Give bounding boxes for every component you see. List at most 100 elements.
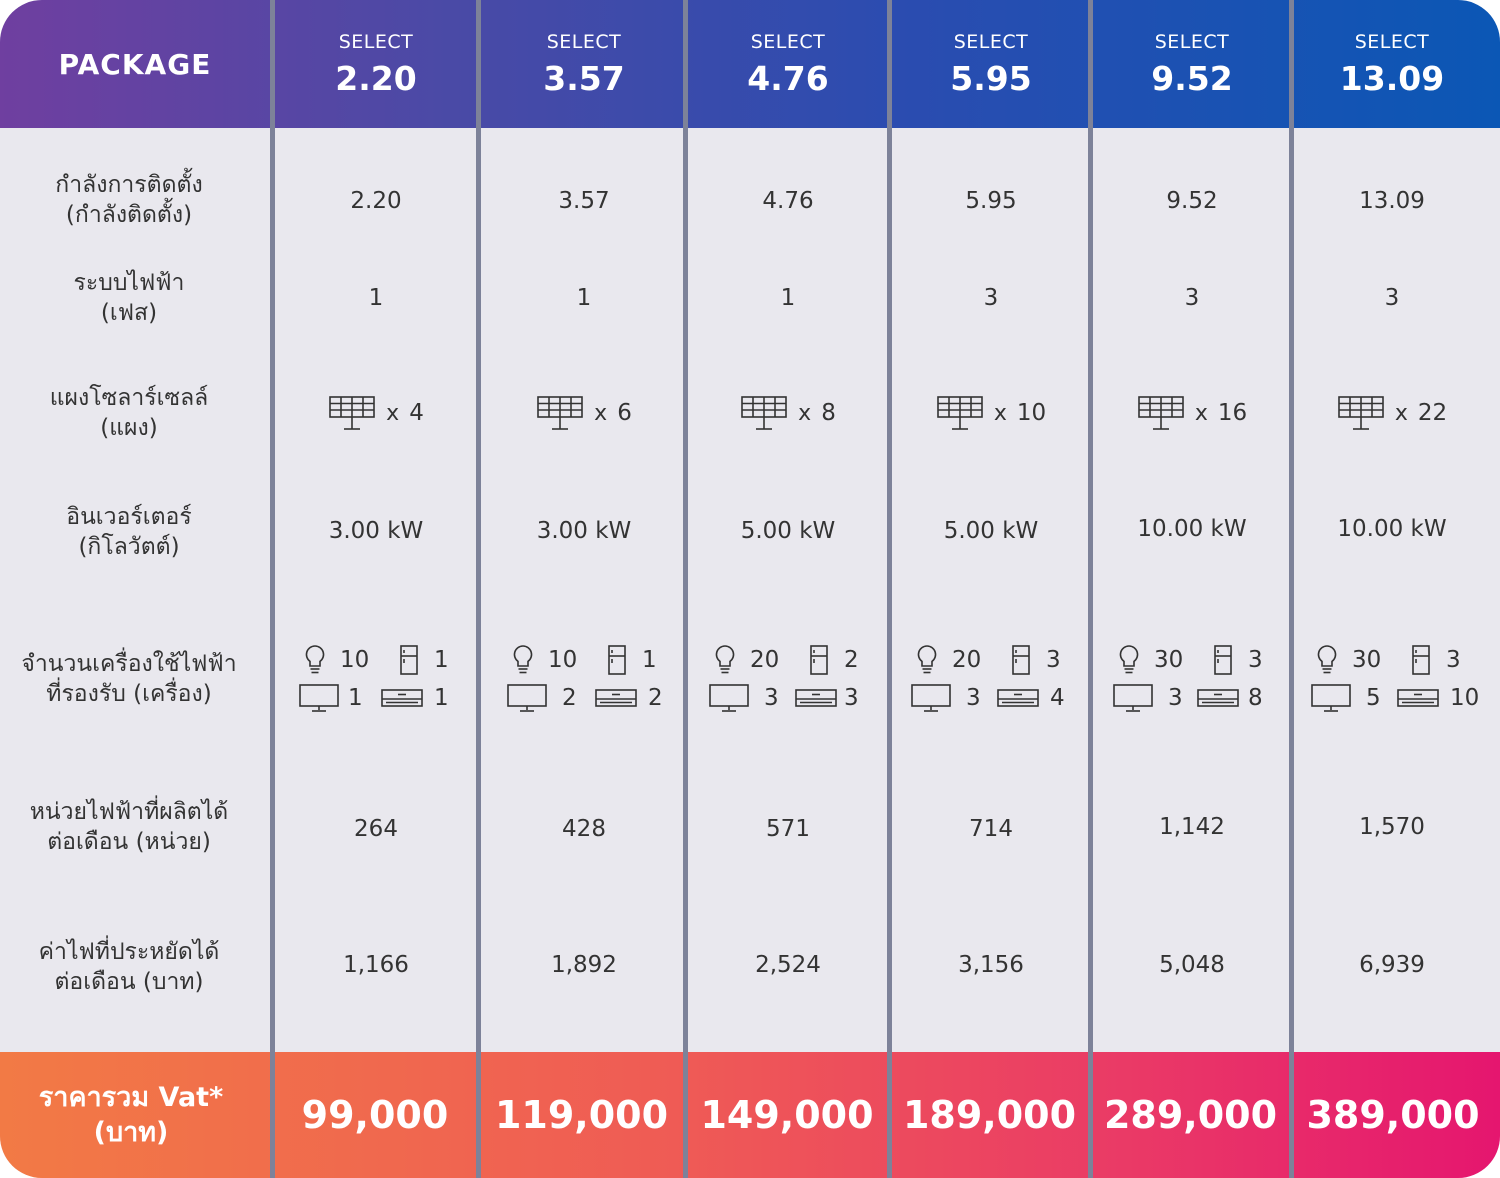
units-cell: 571 bbox=[766, 816, 810, 842]
fridge-count: 3 bbox=[1046, 647, 1061, 673]
savings-cell: 5,048 bbox=[1159, 952, 1225, 978]
lightbulb-icon bbox=[1114, 644, 1144, 676]
units-cell: 714 bbox=[969, 816, 1013, 842]
savings-cell: 2,524 bbox=[755, 952, 821, 978]
label-line: จำนวนเครื่องใช้ไฟฟ้า bbox=[21, 650, 237, 677]
select-label: SELECT bbox=[546, 31, 622, 53]
fridge-count: 3 bbox=[1446, 647, 1461, 673]
package-number: 9.52 bbox=[1151, 59, 1233, 98]
fridge-count: 2 bbox=[844, 647, 859, 673]
package-column-header[interactable]: SELECT 3.57 bbox=[482, 0, 686, 128]
column-divider bbox=[270, 0, 275, 1178]
row-label-units: หน่วยไฟฟ้าที่ผลิตได้ ต่อเดือน (หน่วย) bbox=[0, 791, 258, 863]
label-line: ค่าไฟที่ประหยัดได้ bbox=[38, 938, 220, 965]
inverter-cell: 5.00 kW bbox=[740, 518, 836, 544]
package-number: 5.95 bbox=[950, 59, 1032, 98]
label-line: ต่อเดือน (บาท) bbox=[54, 969, 204, 995]
inverter-cell: 5.00 kW bbox=[943, 518, 1039, 544]
panels-cell: x 6 bbox=[482, 392, 686, 434]
panel-count: 6 bbox=[617, 400, 632, 426]
fridge-count: 3 bbox=[1248, 647, 1263, 673]
air-conditioner-icon bbox=[1396, 687, 1439, 709]
multiplier-sign: x bbox=[993, 400, 1007, 426]
row-label-appliances: จำนวนเครื่องใช้ไฟฟ้า ที่รองรับ (เครื่อง) bbox=[0, 644, 258, 714]
appliances-cell: 10 1 2 2 bbox=[506, 641, 672, 717]
tv-count: 3 bbox=[1168, 685, 1183, 711]
label-line: กำลังการติดตั้ง bbox=[55, 171, 203, 198]
column-divider bbox=[683, 0, 688, 1178]
air-conditioner-icon bbox=[996, 687, 1039, 709]
label-line: อินเวอร์เตอร์ bbox=[66, 503, 192, 530]
solar-panel-icon bbox=[536, 395, 584, 431]
package-column-header[interactable]: SELECT 5.95 bbox=[893, 0, 1089, 128]
savings-cell: 1,892 bbox=[551, 952, 617, 978]
label-line: (กิโลวัตต์) bbox=[78, 534, 180, 560]
multiplier-sign: x bbox=[798, 400, 812, 426]
header-band bbox=[0, 0, 1500, 128]
select-label: SELECT bbox=[338, 31, 414, 53]
panel-count: 4 bbox=[409, 400, 424, 426]
savings-cell: 3,156 bbox=[958, 952, 1024, 978]
package-column-header[interactable]: SELECT 9.52 bbox=[1094, 0, 1290, 128]
inverter-cell: 3.00 kW bbox=[536, 518, 632, 544]
capacity-cell: 9.52 bbox=[1166, 188, 1218, 214]
label-line: (บาท) bbox=[93, 1117, 169, 1148]
label-line: (แผง) bbox=[100, 415, 158, 441]
air-conditioner-icon bbox=[380, 687, 424, 709]
bulb-count: 20 bbox=[952, 647, 982, 673]
ac-count: 10 bbox=[1450, 685, 1480, 711]
television-icon bbox=[298, 683, 339, 713]
phase-cell: 3 bbox=[1184, 285, 1200, 311]
panels-cell: x 8 bbox=[688, 392, 888, 434]
multiplier-sign: x bbox=[1394, 400, 1408, 426]
select-label: SELECT bbox=[1154, 31, 1230, 53]
ac-count: 8 bbox=[1248, 685, 1263, 711]
units-cell: 1,570 bbox=[1359, 814, 1425, 840]
solar-panel-icon bbox=[1137, 395, 1185, 431]
panel-count: 10 bbox=[1016, 400, 1047, 426]
ac-count: 1 bbox=[434, 685, 449, 711]
row-label-capacity: กำลังการติดตั้ง (กำลังติดตั้ง) bbox=[0, 165, 258, 235]
label-line: (กำลังติดตั้ง) bbox=[65, 202, 193, 228]
tv-count: 3 bbox=[764, 685, 779, 711]
tv-count: 1 bbox=[348, 685, 363, 711]
column-divider bbox=[1289, 0, 1294, 1178]
multiplier-sign: x bbox=[386, 400, 400, 426]
television-icon bbox=[1310, 683, 1351, 713]
label-line: ราคารวม Vat* bbox=[38, 1081, 224, 1113]
capacity-cell: 3.57 bbox=[558, 188, 610, 214]
price-label: ราคารวม Vat* (บาท) bbox=[0, 1052, 262, 1178]
package-column-header[interactable]: SELECT 13.09 bbox=[1294, 0, 1490, 128]
package-column-header[interactable]: SELECT 2.20 bbox=[276, 0, 476, 128]
air-conditioner-icon bbox=[594, 687, 637, 709]
appliances-cell: 30 3 5 10 bbox=[1310, 641, 1480, 717]
panels-cell: x 22 bbox=[1294, 392, 1490, 434]
ac-count: 4 bbox=[1050, 685, 1065, 711]
fridge-count: 1 bbox=[642, 647, 657, 673]
units-cell: 428 bbox=[562, 816, 606, 842]
capacity-cell: 5.95 bbox=[965, 188, 1017, 214]
select-label: SELECT bbox=[953, 31, 1029, 53]
appliances-cell: 20 3 3 4 bbox=[911, 641, 1076, 717]
price-cell: 149,000 bbox=[700, 1093, 874, 1137]
label-line: ต่อเดือน (หน่วย) bbox=[47, 829, 211, 855]
appliances-cell: 20 2 3 3 bbox=[709, 641, 874, 717]
refrigerator-icon bbox=[1406, 644, 1436, 676]
refrigerator-icon bbox=[1208, 644, 1238, 676]
package-column-header[interactable]: SELECT 4.76 bbox=[688, 0, 888, 128]
television-icon bbox=[506, 683, 547, 713]
lightbulb-icon bbox=[300, 644, 330, 676]
refrigerator-icon bbox=[602, 644, 632, 676]
phase-cell: 1 bbox=[368, 285, 384, 311]
multiplier-sign: x bbox=[594, 400, 608, 426]
air-conditioner-icon bbox=[794, 687, 837, 709]
row-label-savings: ค่าไฟที่ประหยัดได้ ต่อเดือน (บาท) bbox=[0, 931, 258, 1003]
bulb-count: 30 bbox=[1154, 647, 1184, 673]
lightbulb-icon bbox=[508, 644, 538, 676]
select-label: SELECT bbox=[1354, 31, 1430, 53]
panels-cell: x 16 bbox=[1094, 392, 1290, 434]
solar-panel-icon bbox=[1337, 395, 1385, 431]
footer-band bbox=[0, 1052, 1500, 1178]
panel-count: 16 bbox=[1217, 400, 1248, 426]
